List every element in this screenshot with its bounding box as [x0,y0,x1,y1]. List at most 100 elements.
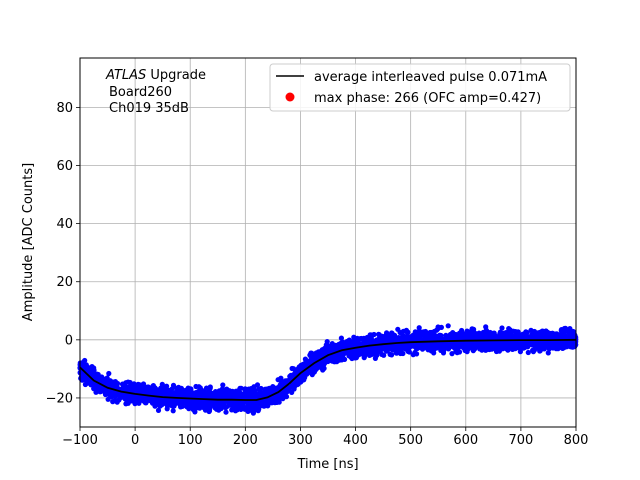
sample-point [389,330,395,336]
y-tick-label: 20 [56,275,73,290]
sample-point [450,342,456,348]
sample-point [184,398,190,404]
sample-point [372,355,378,361]
sample-point [500,346,506,352]
sample-point [373,346,379,352]
annotation-atlas: ATLAS [105,68,146,83]
sample-point [466,334,472,340]
sample-point [158,388,164,394]
sample-point [152,403,158,409]
sample-point [114,399,120,405]
sample-point [368,345,374,351]
sample-point [138,382,144,388]
sample-point [91,372,97,378]
sample-point [336,343,342,349]
x-tick-label: 400 [343,433,368,448]
svg-text:ATLAS Upgrade: ATLAS Upgrade [105,68,206,83]
sample-point [338,335,344,341]
sample-point [537,344,543,350]
sample-point [356,352,362,358]
sample-point [207,384,213,390]
x-tick-label: 600 [453,433,478,448]
sample-point [245,408,251,414]
sample-point [308,350,314,356]
sample-point [414,351,420,357]
sample-point [177,402,183,408]
sample-point [277,392,283,398]
sample-point [486,346,492,353]
y-axis-label: Amplitude [ADC Counts] [21,163,36,321]
legend-box [269,63,571,112]
sample-point [304,358,310,364]
sample-point [82,357,88,364]
sample-point [395,343,402,349]
sample-point [320,348,326,354]
sample-point [351,334,357,340]
sample-point [415,343,422,349]
sample-point [78,375,84,381]
sample-point [545,340,551,346]
sample-point [254,406,260,412]
x-tick-label: 500 [398,433,423,448]
sample-point [445,346,452,352]
y-tick-label: 40 [56,217,73,232]
sample-point [328,347,334,353]
sample-point [411,343,417,349]
sample-point [192,393,198,399]
sample-point [238,385,244,391]
sample-point [427,336,433,342]
sample-point [541,331,547,337]
sample-point [505,347,511,353]
sample-point [395,326,401,332]
sample-point [389,352,395,358]
average-pulse-polyline [79,338,577,401]
sample-point [171,403,177,409]
sample-point [237,391,243,397]
sample-point [505,329,511,335]
x-tick-label: 200 [233,433,258,448]
sample-point [187,401,193,407]
sample-point [557,344,563,350]
sample-point [377,333,383,339]
sample-point [102,379,108,385]
sample-point [400,328,406,334]
sample-point [384,348,390,354]
sample-point [259,391,265,397]
sample-point [242,387,248,393]
y-tick-label: 80 [56,101,73,116]
scatter-points [77,323,579,416]
sample-point [284,378,290,384]
sample-point [97,378,103,384]
sample-point [234,405,240,411]
sample-point [131,381,137,387]
sample-point [194,400,200,406]
sample-point [486,332,492,338]
sample-point [332,344,338,350]
x-tick-label: 700 [508,433,533,448]
annotation-upgrade: Upgrade [146,68,206,83]
annotation-board: Board260 [109,85,172,100]
sample-point [449,351,455,357]
sample-point [144,389,150,395]
sample-point [394,350,400,356]
sample-point [177,389,183,395]
sample-point [152,397,158,403]
y-tick-label: −20 [46,391,73,406]
sample-point [120,392,126,398]
sample-point [415,335,421,341]
sample-point [470,329,477,335]
sample-point [463,330,469,336]
sample-point [155,407,162,413]
sample-point [393,338,399,344]
sample-point [390,347,396,353]
sample-point [434,341,440,347]
sample-point [451,333,457,339]
sample-point [537,348,543,354]
sample-point [491,333,497,339]
sample-point [416,325,422,331]
sample-point [531,330,537,336]
sample-point [223,409,229,415]
sample-point [256,386,262,392]
sample-point [215,400,221,406]
sample-point [165,403,171,409]
